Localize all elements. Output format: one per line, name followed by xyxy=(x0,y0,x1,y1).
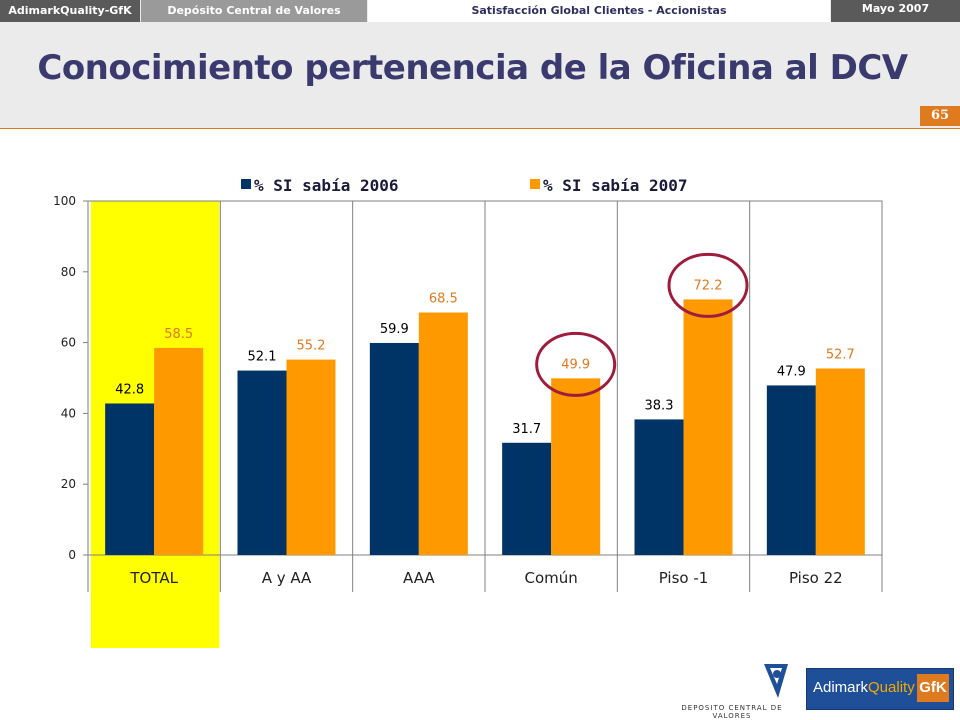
bar xyxy=(154,347,204,555)
data-label: 42.8 xyxy=(115,382,144,397)
category-label: AAA xyxy=(403,569,435,587)
y-tick-label: 60 xyxy=(61,336,76,350)
category-label: Piso 22 xyxy=(789,569,843,587)
bar xyxy=(418,312,468,555)
data-label: 38.3 xyxy=(645,398,674,413)
bar xyxy=(237,370,287,555)
category-label: A y AA xyxy=(262,569,312,587)
data-label: 68.5 xyxy=(429,292,458,307)
bar xyxy=(634,419,684,555)
data-label: 52.1 xyxy=(248,350,277,365)
client-tab: Depósito Central de Valores xyxy=(141,0,367,22)
date-tab: Mayo 2007 xyxy=(831,0,960,22)
bar xyxy=(105,403,155,555)
dcv-logo: DEPOSITO CENTRAL DE VALORES xyxy=(672,662,792,720)
bar xyxy=(815,368,865,555)
data-label: 52.7 xyxy=(826,347,855,362)
bar xyxy=(683,299,733,555)
bar xyxy=(286,359,336,555)
y-tick-label: 40 xyxy=(61,406,76,420)
bar xyxy=(502,442,552,555)
category-label: TOTAL xyxy=(129,569,178,587)
legend-label: % SI sabía 2007 xyxy=(543,176,688,195)
data-label: 31.7 xyxy=(512,422,541,437)
legend-swatch xyxy=(241,179,251,189)
gfk-logo-text: AdimarkQuality xyxy=(813,679,915,696)
y-tick-label: 100 xyxy=(53,194,76,208)
y-tick-label: 80 xyxy=(61,265,76,279)
category-label: Piso -1 xyxy=(659,569,709,587)
highlight-circle xyxy=(535,331,617,397)
bar xyxy=(551,378,601,555)
data-label: 47.9 xyxy=(777,364,806,379)
bar xyxy=(369,342,419,555)
y-tick-label: 0 xyxy=(68,548,76,562)
data-label: 58.5 xyxy=(164,327,193,342)
brand-tab: AdimarkQuality-GfK xyxy=(0,0,140,22)
y-tick-label: 20 xyxy=(61,477,76,491)
legend-label: % SI sabía 2006 xyxy=(254,176,399,195)
bar xyxy=(766,385,816,555)
legend-swatch xyxy=(530,179,540,189)
data-label: 49.9 xyxy=(561,357,590,372)
data-label: 72.2 xyxy=(694,278,723,293)
adimark-gfk-logo: AdimarkQuality GfK xyxy=(806,668,954,710)
study-tab: Satisfacción Global Clientes - Accionist… xyxy=(368,0,830,22)
page-number: 65 xyxy=(920,106,960,126)
category-label: Común xyxy=(525,569,578,587)
gfk-logo-box: GfK xyxy=(917,674,949,702)
dcv-logo-caption: DEPOSITO CENTRAL DE VALORES xyxy=(681,704,783,720)
page-title: Conocimiento pertenencia de la Oficina a… xyxy=(37,48,908,88)
highlight-circle xyxy=(667,252,749,318)
data-label: 59.9 xyxy=(380,322,409,337)
data-label: 55.2 xyxy=(297,339,326,354)
